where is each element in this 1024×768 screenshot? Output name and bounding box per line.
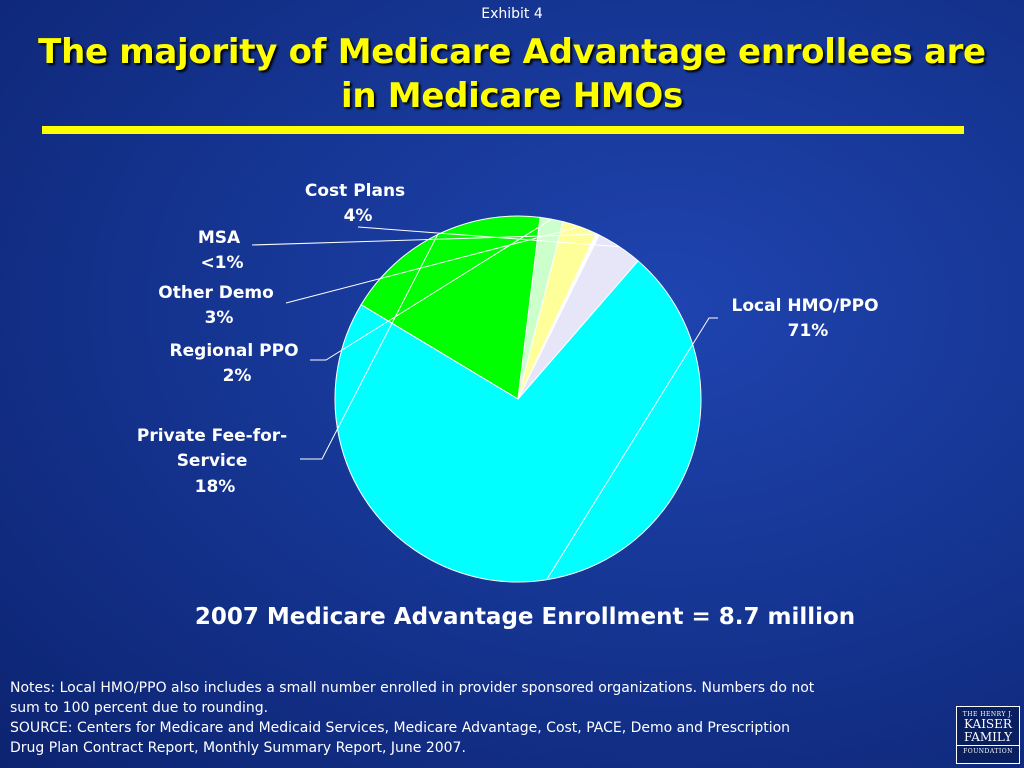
leader-line-private-fee-for-service xyxy=(300,234,439,460)
source-line: SOURCE: Centers for Medicare and Medicai… xyxy=(10,720,791,736)
enrollment-summary: 2007 Medicare Advantage Enrollment = 8.7… xyxy=(194,604,856,630)
label-private-ffs: Private Fee-for- Service 18% xyxy=(137,426,293,497)
label-private-ffs-line1: Private Fee-for- xyxy=(137,426,287,446)
leader-line-regional-ppo xyxy=(310,218,552,361)
label-regional-ppo: Regional PPO 2% xyxy=(170,341,305,386)
title-underline xyxy=(42,126,964,134)
leader-line-other-demo xyxy=(285,226,581,304)
kaiser-family-foundation-logo: THE HENRY J. KAISER FAMILY FOUNDATION xyxy=(956,706,1020,764)
label-msa: MSA <1% xyxy=(198,228,246,273)
notes-line: sum to 100 percent due to rounding. xyxy=(10,700,269,716)
notes-line: Notes: Local HMO/PPO also includes a sma… xyxy=(10,680,815,696)
exhibit-label: Exhibit 4 xyxy=(481,6,543,22)
leader-line-cost-plans xyxy=(357,226,620,248)
notes-block: Notes: Local HMO/PPO also includes a sma… xyxy=(10,678,910,758)
label-private-ffs-line2: Service xyxy=(177,451,248,471)
slide-title: The majority of Medicare Advantage enrol… xyxy=(0,30,1024,118)
label-cost-plans: Cost Plans 4% xyxy=(305,181,411,226)
leader-line-local-hmo-ppo xyxy=(546,317,718,581)
label-other-demo: Other Demo 3% xyxy=(158,283,279,328)
slide-title-line2: in Medicare HMOs xyxy=(341,76,683,116)
source-line: Drug Plan Contract Report, Monthly Summa… xyxy=(10,740,466,756)
label-local-hmo-ppo: Local HMO/PPO 71% xyxy=(732,296,885,341)
leader-line-msa xyxy=(251,233,598,246)
slide-title-line1: The majority of Medicare Advantage enrol… xyxy=(38,32,986,72)
